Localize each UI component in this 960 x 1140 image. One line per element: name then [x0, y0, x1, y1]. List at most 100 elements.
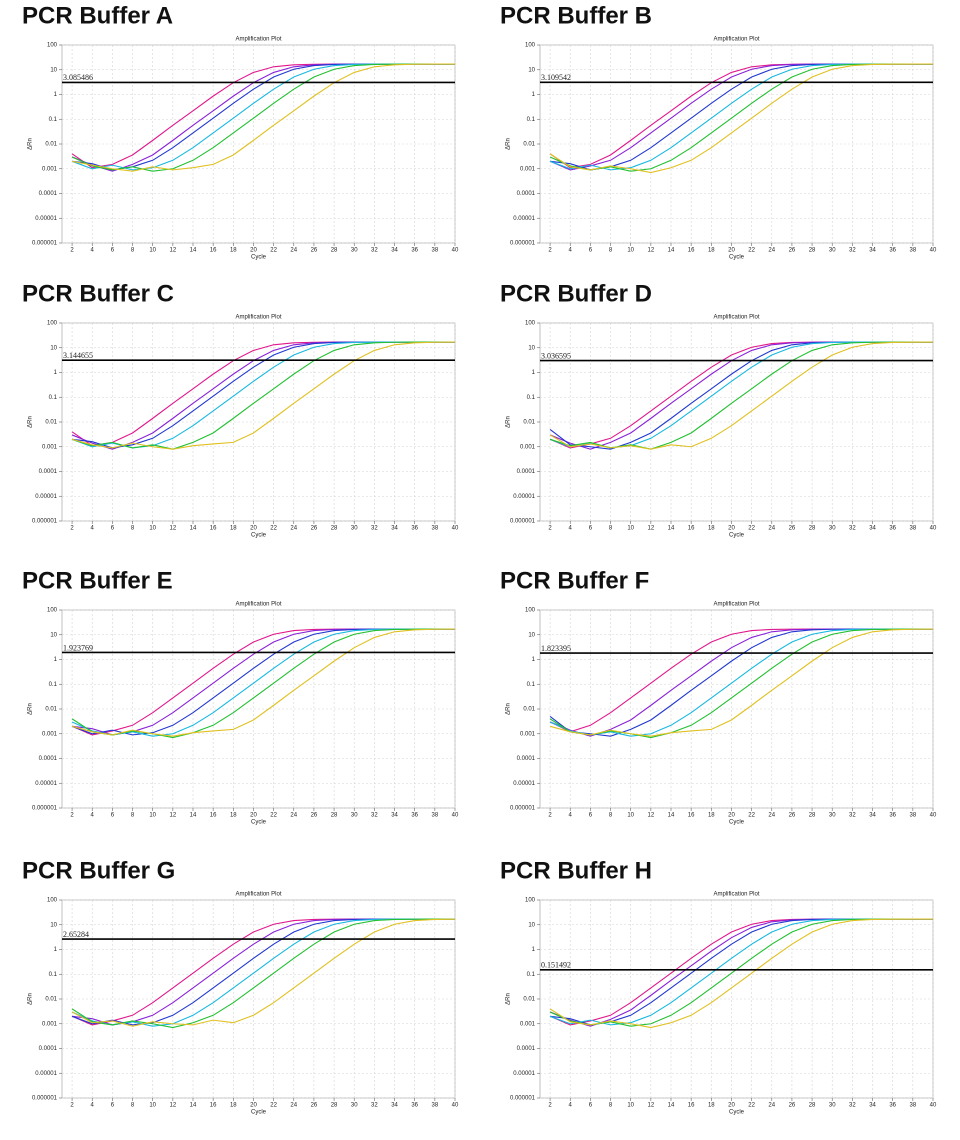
x-tick-label: 22 — [748, 248, 755, 254]
x-tick-label: 16 — [210, 1103, 217, 1109]
x-tick-label: 14 — [668, 248, 675, 254]
y-tick-label: 100 — [525, 43, 536, 49]
chart-title: Amplification Plot — [235, 602, 281, 608]
x-tick-label: 14 — [190, 526, 197, 532]
y-tick-label: 0.0001 — [39, 469, 58, 475]
x-tick-label: 6 — [111, 1103, 115, 1109]
x-tick-label: 32 — [371, 1103, 378, 1109]
y-tick-label: 1 — [532, 947, 536, 953]
y-tick-label: 0.1 — [49, 117, 58, 123]
x-tick-label: 10 — [627, 813, 634, 819]
x-tick-label: 16 — [688, 248, 695, 254]
y-tick-label: 0.000001 — [510, 241, 536, 247]
x-axis-label: Cycle — [251, 255, 267, 261]
panel-heading: PCR Buffer E — [22, 567, 173, 594]
x-tick-label: 14 — [668, 1103, 675, 1109]
amplification-curve — [71, 918, 456, 1027]
x-tick-label: 6 — [589, 1103, 593, 1109]
y-tick-label: 0.001 — [42, 731, 58, 737]
x-tick-label: 28 — [809, 1103, 816, 1109]
threshold-label: 3.109542 — [541, 73, 571, 82]
x-tick-label: 2 — [70, 526, 74, 532]
x-tick-label: 26 — [789, 813, 796, 819]
y-tick-label: 0.01 — [45, 707, 57, 713]
x-tick-label: 22 — [748, 526, 755, 532]
x-tick-label: 12 — [170, 526, 177, 532]
y-tick-label: 0.1 — [49, 395, 58, 401]
panel-heading: PCR Buffer H — [500, 857, 652, 884]
x-tick-label: 28 — [809, 526, 816, 532]
x-tick-label: 6 — [589, 813, 593, 819]
x-tick-label: 16 — [688, 1103, 695, 1109]
x-tick-label: 20 — [250, 526, 257, 532]
y-axis-label: ΔRn — [28, 416, 34, 428]
x-tick-label: 20 — [250, 1103, 257, 1109]
y-tick-label: 100 — [47, 321, 58, 327]
x-tick-label: 12 — [170, 248, 177, 254]
y-tick-label: 10 — [528, 922, 535, 928]
y-tick-label: 0.00001 — [35, 494, 57, 500]
x-tick-label: 4 — [569, 1103, 573, 1109]
x-tick-label: 24 — [768, 1103, 775, 1109]
x-tick-label: 10 — [627, 526, 634, 532]
x-tick-label: 36 — [889, 526, 896, 532]
x-tick-label: 22 — [270, 1103, 277, 1109]
x-tick-label: 6 — [111, 248, 115, 254]
y-tick-label: 0.000001 — [32, 519, 58, 525]
x-tick-label: 30 — [829, 1103, 836, 1109]
x-tick-label: 20 — [250, 248, 257, 254]
threshold-label: 3.036595 — [541, 351, 571, 360]
y-tick-label: 0.1 — [49, 972, 58, 978]
x-tick-label: 18 — [708, 248, 715, 254]
x-axis-label: Cycle — [729, 255, 745, 261]
y-tick-label: 10 — [528, 67, 535, 73]
x-tick-label: 16 — [210, 526, 217, 532]
x-tick-label: 34 — [391, 526, 398, 532]
y-tick-label: 0.001 — [520, 166, 536, 172]
x-tick-label: 20 — [250, 813, 257, 819]
y-tick-label: 0.1 — [49, 682, 58, 688]
y-tick-label: 10 — [528, 345, 535, 351]
y-tick-label: 0.000001 — [32, 1096, 58, 1102]
x-tick-label: 26 — [311, 813, 318, 819]
x-tick-label: 24 — [290, 248, 297, 254]
x-tick-label: 24 — [290, 1103, 297, 1109]
panel-heading: PCR Buffer D — [500, 280, 652, 307]
x-tick-label: 28 — [809, 813, 816, 819]
x-tick-label: 30 — [351, 1103, 358, 1109]
y-tick-label: 0.00001 — [513, 216, 535, 222]
x-tick-label: 20 — [728, 248, 735, 254]
x-tick-label: 30 — [829, 526, 836, 532]
x-tick-label: 4 — [569, 248, 573, 254]
x-tick-label: 18 — [230, 813, 237, 819]
x-tick-label: 4 — [91, 1103, 95, 1109]
x-tick-label: 32 — [849, 813, 856, 819]
x-tick-label: 10 — [627, 248, 634, 254]
chart-title: Amplification Plot — [713, 315, 759, 321]
y-tick-label: 10 — [50, 67, 57, 73]
x-tick-label: 40 — [452, 526, 459, 532]
x-axis-label: Cycle — [729, 533, 745, 539]
threshold-label: 2.65284 — [63, 930, 89, 939]
chart-title: Amplification Plot — [713, 892, 759, 898]
x-tick-label: 14 — [190, 1103, 197, 1109]
x-tick-label: 10 — [149, 813, 156, 819]
y-tick-label: 0.01 — [523, 142, 535, 148]
x-tick-label: 22 — [748, 813, 755, 819]
x-tick-label: 32 — [849, 526, 856, 532]
y-tick-label: 0.001 — [520, 1021, 536, 1027]
x-tick-label: 28 — [331, 813, 338, 819]
x-axis-label: Cycle — [729, 1110, 745, 1116]
x-tick-label: 36 — [411, 248, 418, 254]
y-tick-label: 0.000001 — [32, 241, 58, 247]
y-tick-label: 0.000001 — [510, 1096, 536, 1102]
y-tick-label: 0.00001 — [35, 1071, 57, 1077]
x-tick-label: 4 — [569, 526, 573, 532]
x-tick-label: 6 — [589, 526, 593, 532]
x-tick-label: 24 — [290, 813, 297, 819]
x-tick-label: 36 — [411, 1103, 418, 1109]
x-tick-label: 30 — [829, 248, 836, 254]
y-tick-label: 10 — [528, 632, 535, 638]
y-tick-label: 0.00001 — [35, 781, 57, 787]
y-tick-label: 10 — [50, 632, 57, 638]
